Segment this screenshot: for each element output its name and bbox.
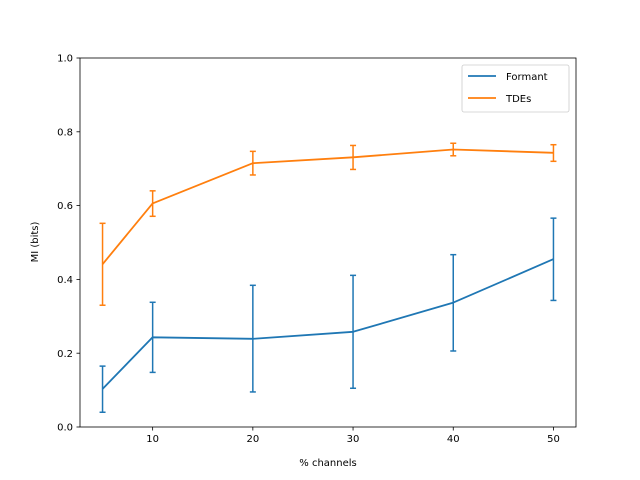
x-tick-label: 40 xyxy=(447,434,460,445)
y-tick-label: 0.2 xyxy=(57,349,73,360)
y-axis: 0.0 0.2 0.4 0.6 0.8 1.0 xyxy=(57,54,80,434)
x-axis-label: % channels xyxy=(299,458,356,469)
legend-label-tdes: TDEs xyxy=(505,94,531,105)
x-tick-label: 30 xyxy=(347,434,360,445)
x-tick-label: 20 xyxy=(246,434,259,445)
axes-frame xyxy=(79,57,577,428)
y-tick-label: 1.0 xyxy=(57,54,73,65)
tdes-line xyxy=(101,148,554,265)
y-axis-label: MI (bits) xyxy=(30,222,41,263)
plot-area xyxy=(79,57,577,428)
series-layer xyxy=(99,142,557,413)
y-tick-label: 0.4 xyxy=(57,275,73,286)
y-tick-label: 0.8 xyxy=(57,127,73,138)
y-tick-label: 0.0 xyxy=(57,423,73,434)
series-formant xyxy=(99,217,557,413)
legend-label-formant: Formant xyxy=(506,72,548,83)
legend: Formant TDEs xyxy=(461,64,570,113)
series-tdes xyxy=(99,142,557,306)
formant-line xyxy=(101,258,554,390)
y-tick-label: 0.6 xyxy=(57,201,73,212)
x-axis: 10 20 30 40 50 xyxy=(146,427,560,445)
x-tick-label: 10 xyxy=(146,434,159,445)
x-tick-label: 50 xyxy=(547,434,560,445)
